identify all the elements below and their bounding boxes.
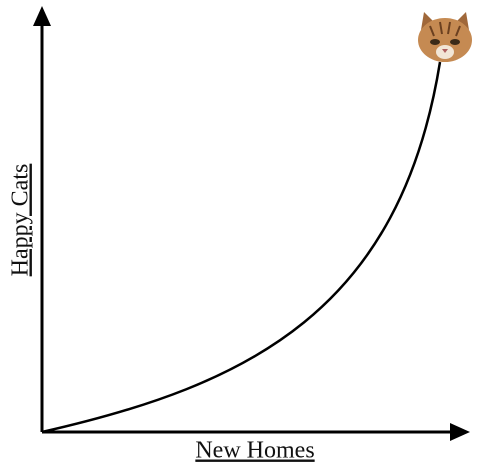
curve: [42, 62, 440, 432]
x-axis-arrow: [450, 423, 470, 441]
diagram: New Homes Happy Cats: [0, 0, 483, 468]
y-axis-arrow: [33, 6, 51, 26]
x-axis-label: New Homes: [195, 438, 314, 464]
y-axis-label: Happy Cats: [8, 164, 34, 277]
cat-face: [418, 12, 472, 62]
